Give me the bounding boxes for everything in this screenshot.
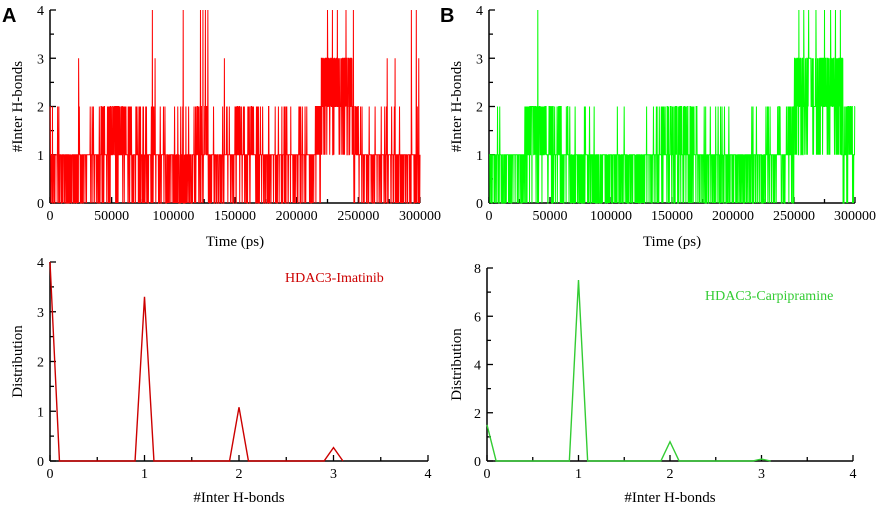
x-tick-label: 0	[486, 209, 493, 224]
y-tick-label: 4	[474, 359, 481, 374]
chart-a-bottom-distribution: 0 1 2 3 4 0 1 2 3 4 #Inter H-bonds Distribution	[10, 256, 432, 506]
x-tick-label: 4	[425, 467, 432, 482]
x-tick-label: 200000	[712, 209, 754, 224]
x-axis-title: Time (ps)	[206, 234, 264, 250]
distribution-line	[49, 261, 344, 462]
x-tick-label: 300000	[834, 209, 876, 224]
y-tick-label: 4	[476, 4, 483, 19]
y-tick-label: 0	[476, 197, 483, 212]
annotation-hdac3-imatinib: HDAC3-Imatinib	[285, 271, 384, 286]
y-tick-label: 0	[474, 455, 481, 470]
hbond-time-series-line	[49, 9, 421, 204]
x-tick-label: 100000	[152, 209, 194, 224]
x-tick-label: 150000	[214, 209, 256, 224]
y-tick-label: 3	[37, 52, 44, 67]
panel-letter-a: A	[2, 5, 16, 27]
panel-letter-b: B	[440, 5, 454, 27]
y-tick-label: 4	[37, 4, 44, 19]
y-axis-title: #Inter H-bonds	[10, 61, 26, 152]
y-tick-label: 2	[37, 101, 44, 116]
y-tick-label: 2	[476, 101, 483, 116]
x-tick-label: 50000	[94, 209, 129, 224]
chart-a-top-hbonds-time: 0 50000 100000 150000 200000 250000 300000 0 1 2 3…	[10, 4, 441, 250]
y-tick-label: 3	[37, 306, 44, 321]
y-tick-label: 6	[474, 310, 481, 325]
y-tick-label: 8	[474, 262, 481, 277]
x-axis-title: #Inter H-bonds	[624, 490, 715, 506]
y-tick-label: 0	[37, 197, 44, 212]
x-tick-label: 0	[47, 467, 54, 482]
y-tick-label: 2	[37, 356, 44, 371]
y-tick-label: 0	[37, 455, 44, 470]
x-tick-label: 2	[667, 467, 674, 482]
x-tick-label: 0	[47, 209, 54, 224]
x-tick-label: 1	[141, 467, 148, 482]
x-tick-label: 3	[758, 467, 765, 482]
x-tick-label: 3	[330, 467, 337, 482]
hbond-time-series-line	[489, 9, 856, 204]
y-tick-label: 4	[37, 256, 44, 271]
x-tick-label: 4	[850, 467, 857, 482]
x-tick-label: 200000	[276, 209, 318, 224]
x-axis-title: #Inter H-bonds	[193, 490, 284, 506]
x-tick-label: 0	[484, 467, 491, 482]
y-tick-label: 3	[476, 52, 483, 67]
y-tick-label: 1	[37, 405, 44, 420]
x-tick-label: 250000	[337, 209, 379, 224]
distribution-line	[486, 280, 771, 462]
y-axis-title: #Inter H-bonds	[449, 61, 465, 152]
x-tick-label: 300000	[399, 209, 441, 224]
chart-b-bottom-distribution: 0 1 2 3 4 0 2 4 6 8 #Inter H-bonds Distribution	[449, 262, 857, 506]
chart-b-top-hbonds-time: 0 50000 100000 150000 200000 250000 300000 0 1 2 3…	[449, 4, 876, 250]
x-tick-label: 100000	[590, 209, 632, 224]
y-tick-label: 1	[476, 149, 483, 164]
x-tick-label: 50000	[533, 209, 568, 224]
annotation-hdac3-carpipramine: HDAC3-Carpipramine	[705, 289, 833, 304]
y-tick-label: 2	[474, 407, 481, 422]
x-axis-title: Time (ps)	[643, 234, 701, 250]
x-tick-label: 250000	[773, 209, 815, 224]
x-tick-label: 150000	[651, 209, 693, 224]
y-tick-label: 1	[37, 149, 44, 164]
x-tick-label: 1	[575, 467, 582, 482]
y-axis-title: Distribution	[449, 328, 465, 401]
y-axis-title: Distribution	[10, 325, 26, 398]
x-tick-label: 2	[236, 467, 243, 482]
